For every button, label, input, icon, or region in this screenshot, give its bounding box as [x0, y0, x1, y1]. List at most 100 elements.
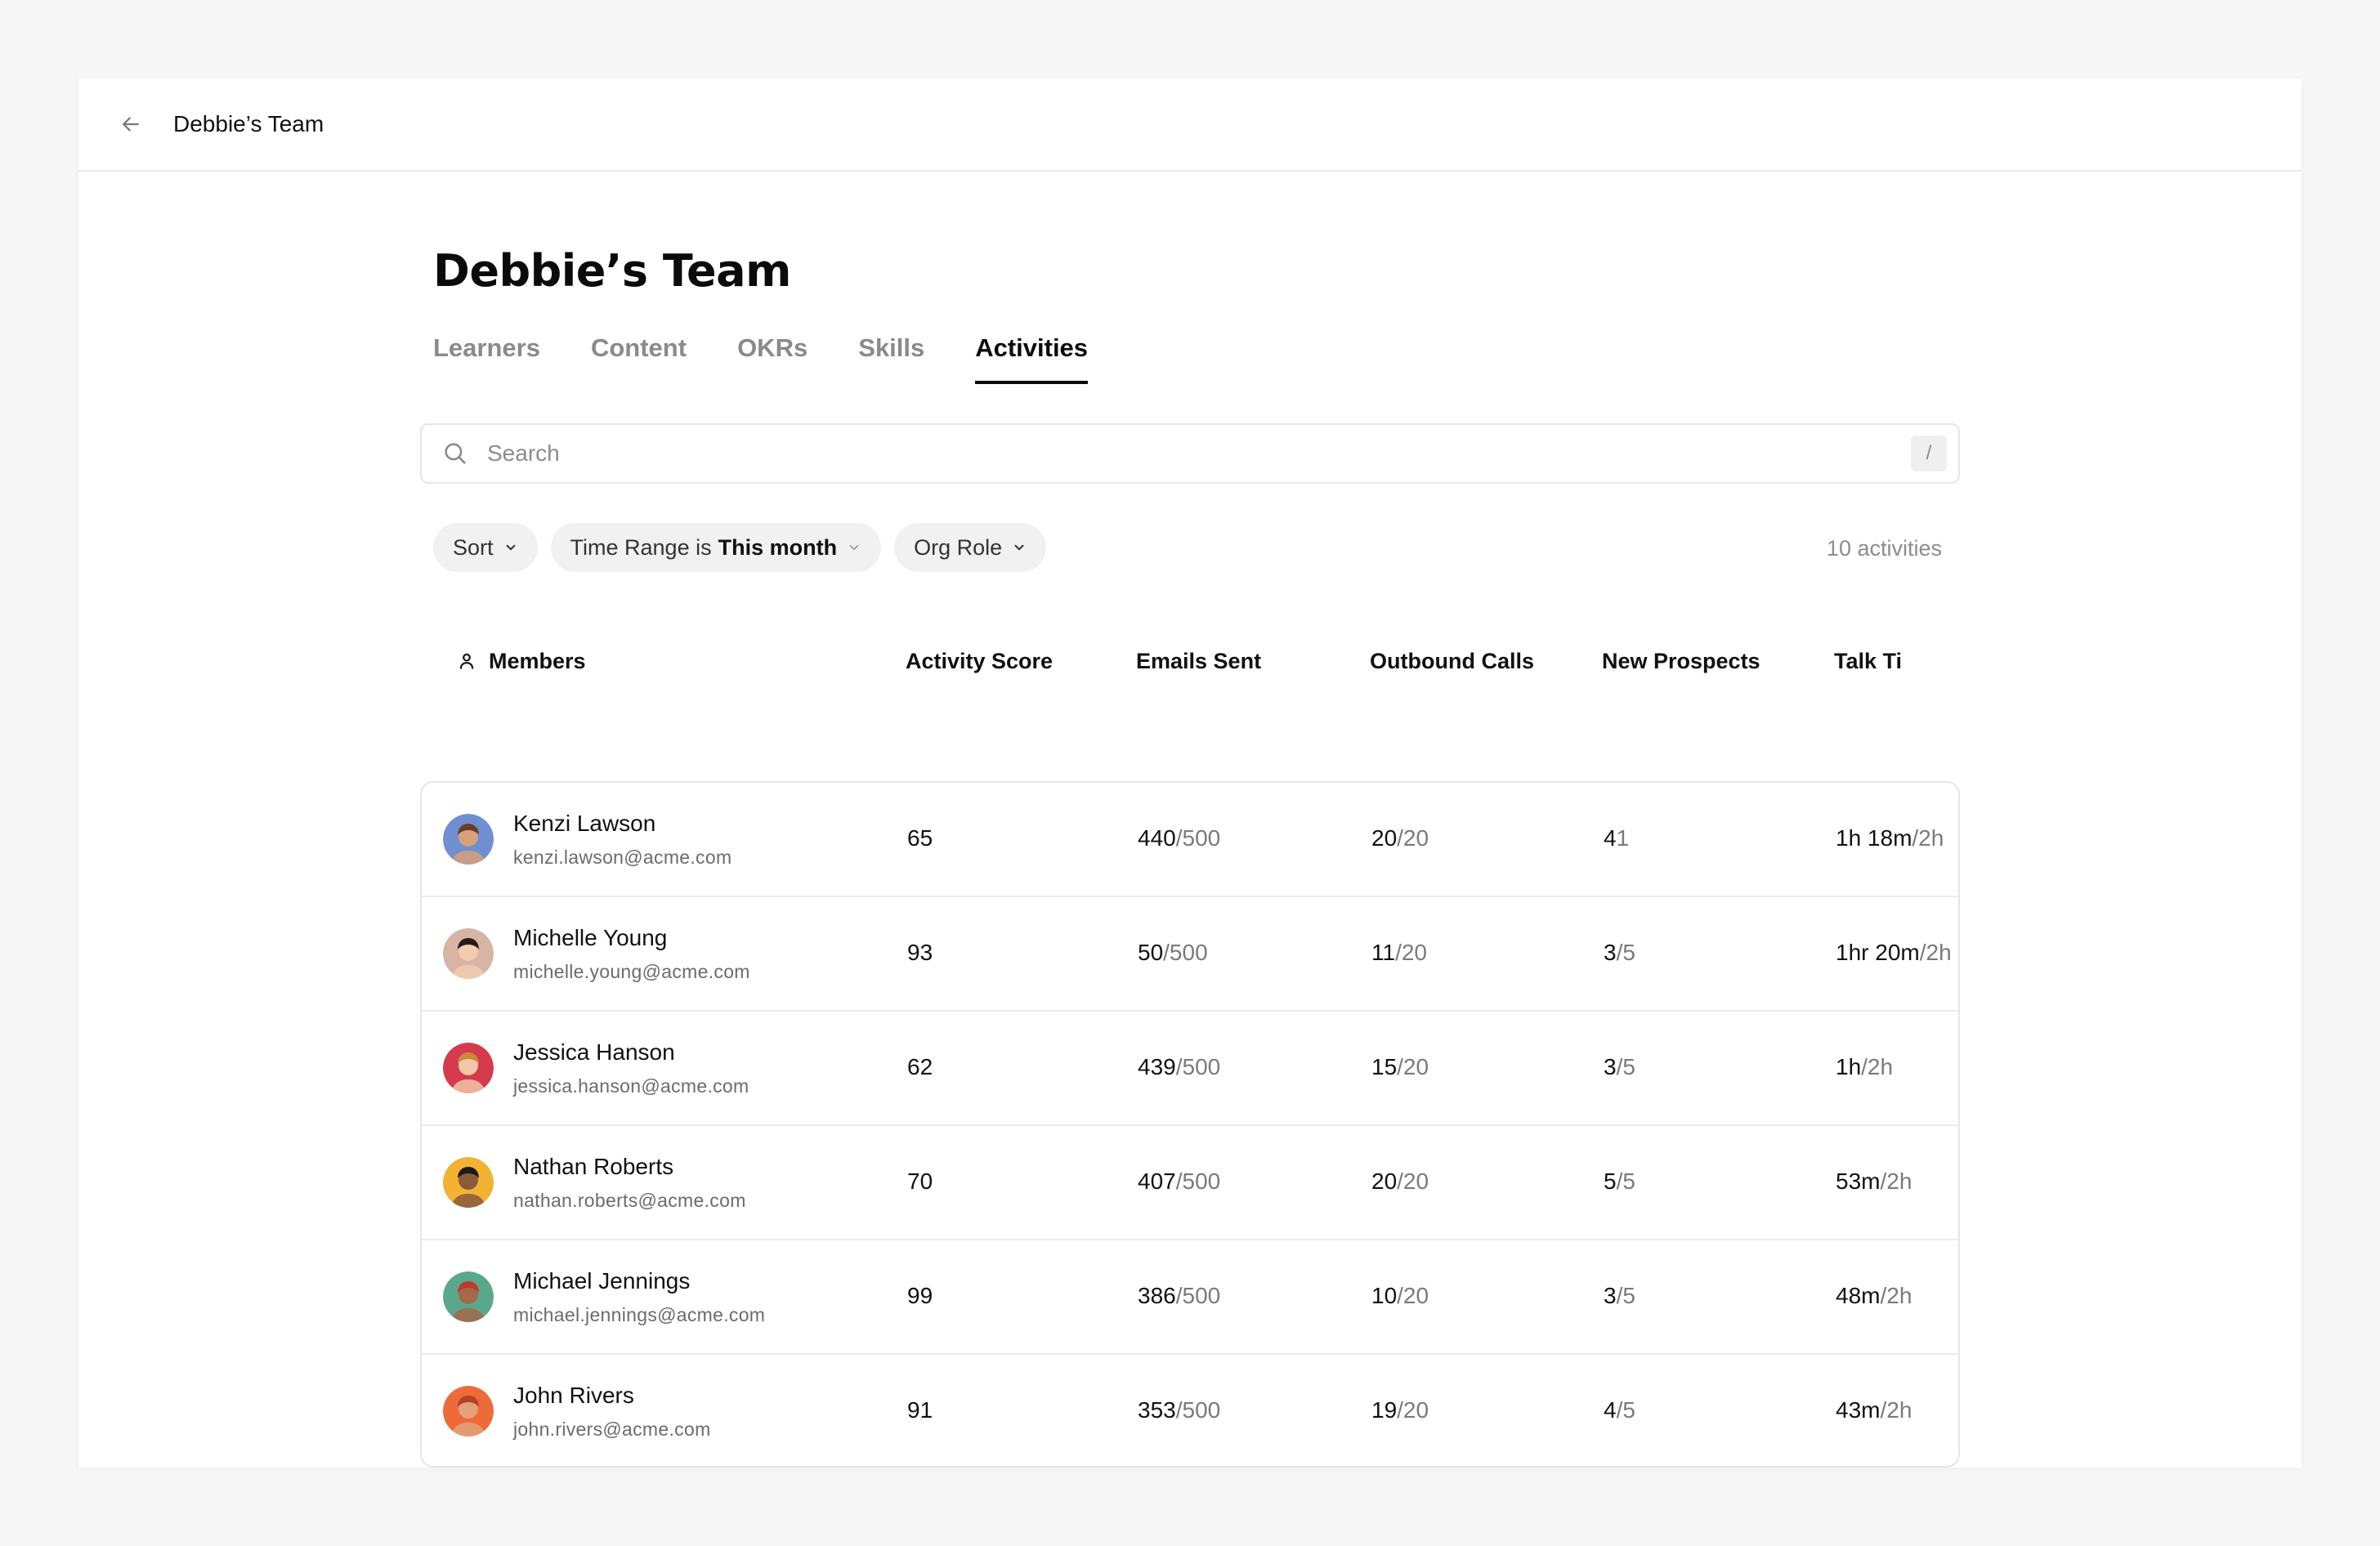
- column-members[interactable]: Members: [456, 641, 586, 681]
- outbound-calls-total: /20: [1397, 1283, 1429, 1308]
- sort-dropdown[interactable]: Sort: [433, 523, 538, 572]
- tab-learners[interactable]: Learners: [433, 333, 540, 362]
- sort-label: Sort: [453, 534, 494, 560]
- activity-score: 91: [907, 1397, 933, 1423]
- new-prospects-total: /5: [1616, 1168, 1635, 1194]
- table-row[interactable]: Michael Jennings michael.jennings@acme.c…: [422, 1240, 1958, 1355]
- search-shortcut-key: /: [1911, 436, 1947, 471]
- tab-skills[interactable]: Skills: [858, 333, 925, 362]
- column-activity-score[interactable]: Activity Score: [906, 648, 1054, 673]
- talk-time: 1h 18m/2h: [1836, 825, 1944, 851]
- new-prospects: 3/5: [1604, 940, 1635, 966]
- table-row[interactable]: John Rivers john.rivers@acme.com 91 353/…: [422, 1355, 1958, 1466]
- time-range-prefix: Time Range is: [570, 534, 712, 560]
- activity-score: 99: [907, 1283, 933, 1309]
- emails-sent-value: 440: [1138, 825, 1176, 851]
- talk-time-total: /2h: [1880, 1397, 1912, 1423]
- outbound-calls: 11/20: [1371, 940, 1427, 966]
- activity-score-value: 91: [907, 1397, 933, 1423]
- new-prospects-value: 4: [1604, 825, 1617, 851]
- activity-score: 93: [907, 940, 933, 966]
- member-email: michelle.young@acme.com: [513, 961, 750, 982]
- top-bar: Debbie’s Team: [78, 78, 2302, 172]
- new-prospects-value: 5: [1604, 1168, 1617, 1194]
- activity-count: 10 activities: [1826, 536, 1942, 561]
- member-name[interactable]: Michelle Young: [513, 925, 668, 950]
- outbound-calls: 19/20: [1371, 1397, 1429, 1423]
- table-row[interactable]: Nathan Roberts nathan.roberts@acme.com 7…: [422, 1126, 1958, 1240]
- activity-score-value: 65: [907, 825, 933, 851]
- outbound-calls: 10/20: [1371, 1283, 1429, 1309]
- avatar: [443, 1386, 494, 1437]
- outbound-calls-value: 20: [1371, 1168, 1398, 1194]
- emails-sent-total: /500: [1175, 1283, 1221, 1308]
- column-outbound-calls[interactable]: Outbound Calls: [1370, 648, 1534, 673]
- avatar: [443, 1043, 494, 1093]
- emails-sent-value: 439: [1138, 1054, 1176, 1079]
- emails-sent-total: /500: [1175, 1397, 1221, 1423]
- avatar: [443, 814, 494, 865]
- new-prospects: 4/5: [1604, 1397, 1635, 1423]
- column-talk-time[interactable]: Talk Ti: [1834, 648, 1903, 673]
- talk-time-value: 1h 18m: [1836, 825, 1912, 851]
- new-prospects-value: 3: [1604, 1283, 1617, 1308]
- new-prospects-total: /5: [1616, 1283, 1635, 1308]
- column-emails-sent[interactable]: Emails Sent: [1136, 648, 1262, 673]
- emails-sent-value: 386: [1138, 1283, 1176, 1308]
- talk-time-value: 53m: [1836, 1168, 1881, 1194]
- talk-time: 1h/2h: [1836, 1054, 1893, 1080]
- new-prospects: 3/5: [1604, 1283, 1635, 1309]
- outbound-calls-total: /20: [1397, 825, 1429, 851]
- search-input[interactable]: [487, 440, 1911, 467]
- member-email: kenzi.lawson@acme.com: [513, 847, 732, 868]
- chevron-down-icon: [506, 544, 516, 551]
- org-role-label: Org Role: [914, 534, 1003, 560]
- new-prospects-total: /5: [1616, 1397, 1635, 1423]
- activity-score-value: 93: [907, 940, 933, 965]
- tab-activities[interactable]: Activities: [975, 333, 1088, 384]
- outbound-calls-value: 15: [1371, 1054, 1398, 1079]
- table-row[interactable]: Jessica Hanson jessica.hanson@acme.com 6…: [422, 1012, 1958, 1126]
- column-new-prospects[interactable]: New Prospects: [1602, 648, 1760, 673]
- member-name[interactable]: Kenzi Lawson: [513, 811, 656, 836]
- emails-sent-total: /500: [1163, 940, 1208, 965]
- page-title: Debbie’s Team: [433, 245, 791, 297]
- activity-score-value: 70: [907, 1168, 933, 1194]
- header-title: Debbie’s Team: [173, 111, 324, 136]
- new-prospects-value: 4: [1604, 1397, 1617, 1423]
- member-name[interactable]: Jessica Hanson: [513, 1039, 675, 1065]
- search-icon: [445, 443, 466, 464]
- activity-score: 62: [907, 1054, 933, 1080]
- emails-sent: 440/500: [1138, 825, 1220, 851]
- talk-time-total: /2h: [1880, 1168, 1912, 1194]
- members-table: Kenzi Lawson kenzi.lawson@acme.com 65 44…: [420, 781, 1960, 1468]
- tab-okrs[interactable]: OKRs: [737, 333, 808, 362]
- new-prospects: 3/5: [1604, 1054, 1635, 1080]
- table-row[interactable]: Kenzi Lawson kenzi.lawson@acme.com 65 44…: [422, 783, 1958, 897]
- chevron-down-icon: [849, 544, 859, 551]
- person-icon: [459, 653, 474, 669]
- emails-sent: 407/500: [1138, 1168, 1220, 1195]
- outbound-calls: 20/20: [1371, 825, 1429, 851]
- new-prospects-total: 1: [1616, 825, 1630, 851]
- member-name[interactable]: Michael Jennings: [513, 1268, 691, 1294]
- table-row[interactable]: Michelle Young michelle.young@acme.com 9…: [422, 897, 1958, 1012]
- talk-time-total: /2h: [1919, 940, 1952, 965]
- member-name[interactable]: John Rivers: [513, 1383, 634, 1408]
- outbound-calls-total: /20: [1397, 1054, 1429, 1079]
- member-name[interactable]: Nathan Roberts: [513, 1154, 674, 1179]
- tab-bar: Learners Content OKRs Skills Activities: [433, 333, 1088, 384]
- outbound-calls-total: /20: [1395, 940, 1428, 965]
- talk-time: 1hr 20m/2h: [1836, 940, 1952, 966]
- time-range-filter[interactable]: Time Range is This month: [550, 523, 882, 572]
- org-role-dropdown[interactable]: Org Role: [894, 523, 1047, 572]
- activity-score-value: 99: [907, 1283, 933, 1308]
- emails-sent: 50/500: [1138, 940, 1208, 966]
- tab-content[interactable]: Content: [590, 333, 687, 362]
- new-prospects: 41: [1604, 825, 1629, 851]
- back-button[interactable]: [111, 105, 150, 144]
- arrow-left-icon: [123, 117, 139, 132]
- outbound-calls-value: 10: [1371, 1283, 1398, 1308]
- column-members-label: Members: [489, 648, 586, 673]
- activity-score-value: 62: [907, 1054, 933, 1079]
